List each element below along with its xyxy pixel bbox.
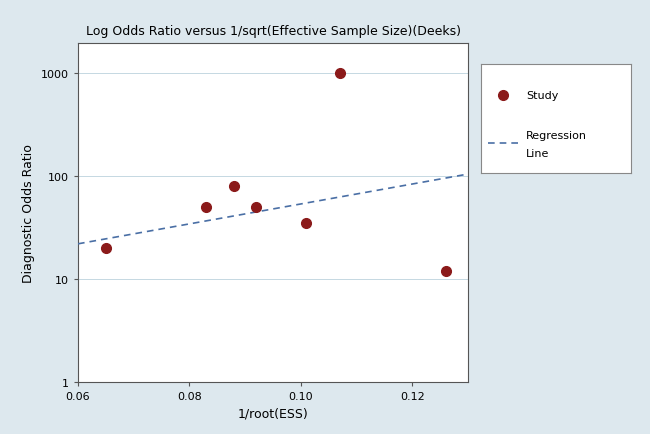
Text: Regression: Regression: [526, 131, 587, 141]
Text: Study: Study: [526, 91, 558, 100]
X-axis label: 1/root(ESS): 1/root(ESS): [238, 407, 308, 419]
Point: [251, 204, 261, 211]
Point: [101, 245, 111, 252]
Point: [498, 92, 508, 99]
Point: [201, 204, 211, 211]
Text: Line: Line: [526, 149, 549, 159]
Point: [441, 268, 451, 275]
Y-axis label: Diagnostic Odds Ratio: Diagnostic Odds Ratio: [22, 143, 35, 282]
Point: [301, 220, 311, 227]
Point: [335, 71, 345, 78]
Title: Log Odds Ratio versus 1/sqrt(Effective Sample Size)(Deeks): Log Odds Ratio versus 1/sqrt(Effective S…: [86, 25, 460, 38]
Point: [229, 183, 239, 190]
